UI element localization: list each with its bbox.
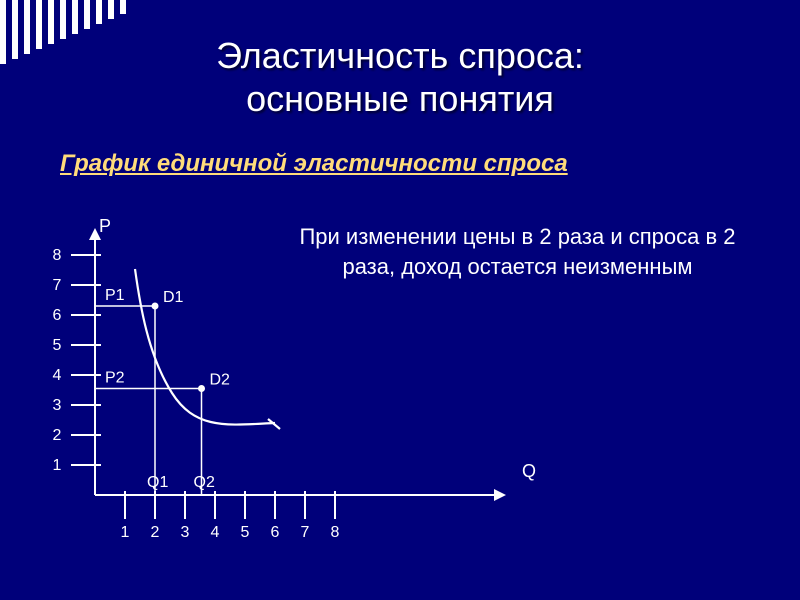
y-tick-label: 8 bbox=[53, 247, 62, 264]
data-point bbox=[198, 385, 205, 392]
data-point bbox=[152, 303, 159, 310]
d-label: D2 bbox=[210, 372, 231, 389]
p-label: P1 bbox=[105, 287, 125, 304]
slide-subhead: График единичной эластичности спроса bbox=[60, 150, 760, 178]
y-tick-label: 3 bbox=[53, 397, 62, 414]
slide-title: Эластичность спроса: основные понятия bbox=[0, 34, 800, 120]
x-tick-label: 5 bbox=[241, 524, 250, 541]
title-line-2: основные понятия bbox=[246, 78, 554, 119]
x-axis-label: Q bbox=[522, 461, 536, 481]
chart-svg: 1234567812345678PQP1Q1P2Q2D1D2 bbox=[40, 195, 520, 555]
x-tick-label: 2 bbox=[151, 524, 160, 541]
x-tick-label: 3 bbox=[181, 524, 190, 541]
x-tick-label: 8 bbox=[331, 524, 340, 541]
q-label: Q1 bbox=[147, 474, 168, 491]
y-tick-label: 5 bbox=[53, 337, 62, 354]
y-tick-label: 6 bbox=[53, 307, 62, 324]
y-tick-label: 4 bbox=[53, 367, 62, 384]
y-tick-label: 7 bbox=[53, 277, 62, 294]
x-tick-label: 4 bbox=[211, 524, 220, 541]
y-axis-label: P bbox=[99, 216, 111, 236]
d-label: D1 bbox=[163, 289, 184, 306]
y-tick-label: 2 bbox=[53, 427, 62, 444]
slide: Эластичность спроса: основные понятия Гр… bbox=[0, 0, 800, 600]
p-label: P2 bbox=[105, 370, 125, 387]
x-tick-label: 6 bbox=[271, 524, 280, 541]
x-tick-label: 7 bbox=[301, 524, 310, 541]
y-tick-label: 1 bbox=[53, 457, 62, 474]
q-label: Q2 bbox=[194, 474, 215, 491]
title-line-1: Эластичность спроса: bbox=[216, 35, 584, 76]
x-tick-label: 1 bbox=[121, 524, 130, 541]
demand-curve bbox=[135, 269, 275, 425]
elasticity-chart: 1234567812345678PQP1Q1P2Q2D1D2 bbox=[40, 195, 520, 555]
